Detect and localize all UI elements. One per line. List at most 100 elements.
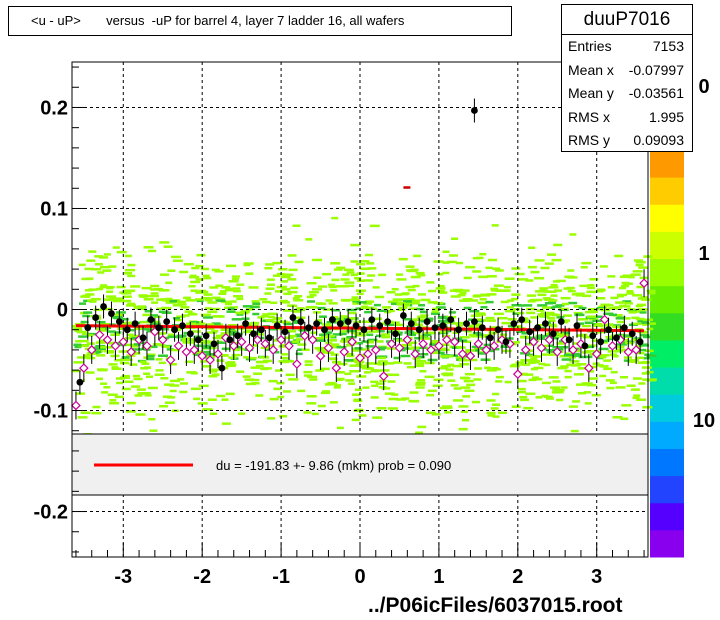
scatter-cell: [143, 327, 154, 331]
scatter-cell: [128, 289, 136, 293]
scatter-cell: [525, 279, 534, 282]
scatter-cell: [78, 302, 86, 305]
scatter-cell: [613, 324, 622, 327]
scatter-cell: [101, 391, 109, 394]
scatter-cell: [345, 379, 355, 382]
scatter-cell: [547, 253, 557, 256]
scatter-cell: [425, 317, 434, 321]
scatter-cell: [488, 258, 498, 262]
open-diamond-marker: [449, 336, 460, 347]
scatter-cell: [257, 316, 265, 319]
open-diamond-marker: [268, 345, 279, 355]
open-diamond-marker: [552, 347, 563, 357]
scatter-cell: [396, 301, 406, 305]
scatter-cell: [265, 344, 275, 347]
scatter-cell: [346, 271, 355, 274]
scatter-cell: [638, 348, 647, 352]
open-diamond-marker: [252, 334, 263, 345]
open-diamond-marker: [355, 353, 365, 363]
scatter-cell: [416, 359, 427, 363]
scatter-cell: [407, 288, 416, 292]
scatter-cell: [366, 262, 375, 265]
stats-key: Mean y: [568, 85, 614, 101]
scatter-cell: [367, 274, 376, 277]
scatter-cell: [204, 298, 213, 302]
scatter-cell: [364, 253, 373, 257]
scatter-cell: [124, 380, 134, 384]
scatter-cell: [220, 300, 231, 304]
scatter-cell: [351, 328, 362, 332]
scatter-cell: [330, 289, 338, 292]
scatter-cell: [280, 353, 288, 356]
scatter-cell: [245, 272, 254, 275]
file-path-label: ../P06icFiles/6037015.root: [368, 594, 623, 617]
scatter-cell: [82, 332, 90, 335]
scatter-cell: [644, 349, 654, 353]
scatter-cell: [203, 316, 214, 319]
open-diamond-marker: [378, 371, 389, 382]
x-tick-label: -3: [114, 566, 132, 588]
scatter-cell: [93, 350, 102, 354]
scatter-cell: [637, 297, 646, 300]
scatter-cell: [331, 278, 340, 282]
scatter-cell: [504, 277, 515, 280]
scatter-cell: [78, 263, 86, 267]
scatter-cell: [377, 360, 388, 363]
open-diamond-marker: [568, 345, 578, 355]
scatter-cell: [207, 398, 217, 401]
scatter-cell: [195, 322, 206, 325]
scatter-cell: [226, 310, 236, 313]
scatter-cell: [134, 394, 143, 397]
scatter-cell: [352, 302, 360, 305]
scatter-cell: [473, 378, 482, 381]
scatter-cell: [573, 305, 583, 308]
scatter-cell: [132, 374, 140, 378]
open-diamond-marker: [236, 336, 247, 347]
scatter-cell: [606, 386, 615, 390]
scatter-cell: [146, 354, 155, 358]
scatter-cell: [328, 339, 337, 342]
scatter-cell: [88, 288, 98, 291]
palette-swatch: [650, 529, 684, 558]
scatter-cell: [420, 298, 431, 302]
scatter-cell: [204, 307, 212, 310]
scatter-cell: [410, 400, 420, 403]
palette-label: 0: [698, 76, 709, 98]
scatter-cell: [527, 361, 536, 365]
scatter-cell: [581, 324, 591, 328]
scatter-cell: [437, 351, 445, 355]
scatter-cell: [203, 408, 213, 411]
scatter-cell: [108, 265, 117, 268]
scatter-cell: [493, 284, 504, 287]
scatter-cell: [325, 334, 335, 338]
scatter-cell: [220, 328, 229, 331]
stats-row-rms-x: RMS x 1.995: [562, 106, 692, 130]
scatter-cell: [74, 345, 82, 349]
scatter-cell: [342, 273, 350, 276]
scatter-cell: [321, 336, 332, 339]
scatter-cell: [360, 267, 371, 271]
scatter-cell: [342, 337, 350, 340]
scatter-cell: [439, 330, 448, 334]
open-diamond-marker: [118, 336, 129, 347]
scatter-cell: [225, 287, 234, 291]
scatter-cell: [615, 301, 626, 304]
scatter-cell: [211, 373, 220, 376]
scatter-cell: [442, 250, 450, 254]
scatter-cell: [251, 321, 260, 325]
scatter-cell: [459, 339, 468, 342]
scatter-cell: [443, 372, 454, 375]
scatter-cell: [450, 295, 461, 298]
scatter-cell: [435, 287, 446, 290]
scatter-cell: [127, 263, 136, 267]
scatter-cell: [196, 299, 204, 303]
open-diamond-marker: [512, 369, 523, 380]
y-tick-label: 0.1: [40, 198, 68, 220]
scatter-cell: [536, 323, 545, 327]
color-palette: 0 1 10: [650, 76, 715, 558]
scatter-cell: [189, 274, 197, 278]
scatter-cell: [111, 367, 122, 371]
scatter-cell: [252, 302, 261, 305]
scatter-cell: [438, 366, 448, 370]
scatter-cell: [338, 332, 347, 336]
